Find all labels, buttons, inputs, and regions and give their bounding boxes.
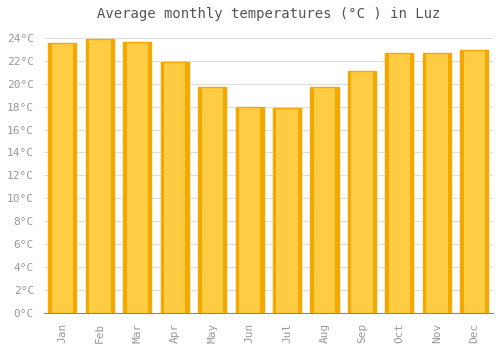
Bar — [298, 108, 301, 313]
Bar — [348, 71, 376, 313]
Bar — [372, 71, 376, 313]
Bar — [335, 87, 338, 313]
Bar — [48, 43, 76, 313]
Bar — [386, 52, 413, 313]
Bar — [160, 62, 189, 313]
Bar — [86, 39, 89, 313]
Title: Average monthly temperatures (°C ) in Luz: Average monthly temperatures (°C ) in Lu… — [96, 7, 440, 21]
Bar — [273, 108, 276, 313]
Bar — [386, 52, 389, 313]
Bar — [236, 107, 239, 313]
Bar — [460, 50, 464, 313]
Bar — [423, 52, 451, 313]
Bar — [260, 107, 264, 313]
Bar — [423, 52, 426, 313]
Bar — [448, 52, 451, 313]
Bar — [198, 87, 226, 313]
Bar — [48, 43, 51, 313]
Bar — [198, 87, 202, 313]
Bar — [186, 62, 189, 313]
Bar — [123, 42, 126, 313]
Bar — [73, 43, 76, 313]
Bar — [485, 50, 488, 313]
Bar — [123, 42, 152, 313]
Bar — [273, 108, 301, 313]
Bar — [460, 50, 488, 313]
Bar — [410, 52, 414, 313]
Bar — [148, 42, 152, 313]
Bar — [223, 87, 226, 313]
Bar — [348, 71, 352, 313]
Bar — [86, 39, 114, 313]
Bar — [160, 62, 164, 313]
Bar — [310, 87, 314, 313]
Bar — [236, 107, 264, 313]
Bar — [110, 39, 114, 313]
Bar — [310, 87, 338, 313]
